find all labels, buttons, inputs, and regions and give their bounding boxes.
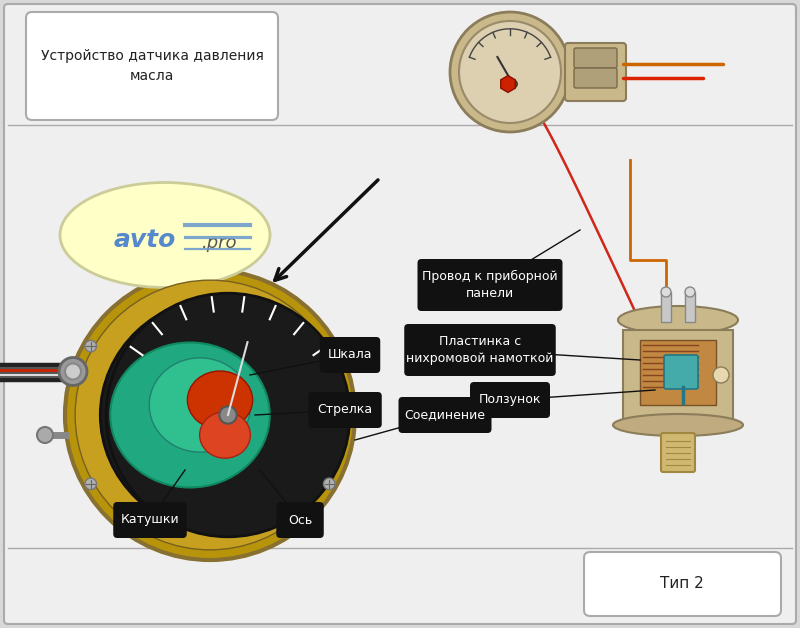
Ellipse shape [110, 342, 270, 487]
Text: Пластинка с
нихромовой намоткой: Пластинка с нихромовой намоткой [406, 335, 554, 365]
FancyBboxPatch shape [398, 397, 491, 433]
Text: Провод к приборной
панели: Провод к приборной панели [422, 270, 558, 300]
Text: Шкала: Шкала [328, 349, 372, 362]
FancyBboxPatch shape [418, 259, 562, 311]
Ellipse shape [60, 183, 270, 288]
Circle shape [685, 287, 695, 297]
Polygon shape [501, 75, 515, 92]
Circle shape [85, 340, 97, 352]
FancyBboxPatch shape [574, 68, 617, 88]
Ellipse shape [100, 296, 350, 533]
FancyBboxPatch shape [26, 12, 278, 120]
Circle shape [85, 478, 97, 490]
Bar [685, 292, 695, 322]
Text: Соединение: Соединение [405, 408, 486, 421]
Bar [640, 340, 716, 405]
Circle shape [65, 364, 81, 379]
Circle shape [323, 340, 335, 352]
Ellipse shape [150, 358, 250, 452]
FancyBboxPatch shape [470, 382, 550, 418]
Text: Устройство датчика давления
масла: Устройство датчика давления масла [41, 49, 263, 83]
Circle shape [219, 406, 237, 424]
Circle shape [65, 270, 355, 560]
Text: Тип 2: Тип 2 [660, 577, 704, 592]
Text: avto: avto [114, 228, 176, 252]
Ellipse shape [187, 371, 253, 429]
Text: Катушки: Катушки [121, 514, 179, 526]
Text: .pro: .pro [202, 234, 238, 252]
Circle shape [713, 367, 729, 383]
FancyBboxPatch shape [4, 4, 796, 624]
Text: Стрелка: Стрелка [318, 404, 373, 416]
Ellipse shape [200, 412, 250, 458]
FancyBboxPatch shape [404, 324, 556, 376]
Text: Ось: Ось [288, 514, 312, 526]
Circle shape [661, 287, 671, 297]
FancyBboxPatch shape [661, 433, 695, 472]
FancyBboxPatch shape [308, 392, 382, 428]
Text: Ползунок: Ползунок [478, 394, 542, 406]
Circle shape [59, 357, 87, 386]
FancyBboxPatch shape [584, 552, 781, 616]
Circle shape [450, 12, 570, 132]
Circle shape [459, 21, 561, 123]
Bar [661, 292, 671, 322]
Ellipse shape [613, 414, 743, 436]
FancyBboxPatch shape [574, 48, 617, 68]
FancyBboxPatch shape [276, 502, 324, 538]
FancyBboxPatch shape [664, 355, 698, 389]
Circle shape [106, 293, 350, 537]
Circle shape [37, 427, 53, 443]
Ellipse shape [618, 306, 738, 334]
Circle shape [323, 478, 335, 490]
Circle shape [509, 80, 518, 88]
Circle shape [75, 280, 345, 550]
FancyBboxPatch shape [114, 502, 186, 538]
Bar [623, 330, 733, 420]
FancyBboxPatch shape [565, 43, 626, 101]
FancyBboxPatch shape [320, 337, 380, 373]
